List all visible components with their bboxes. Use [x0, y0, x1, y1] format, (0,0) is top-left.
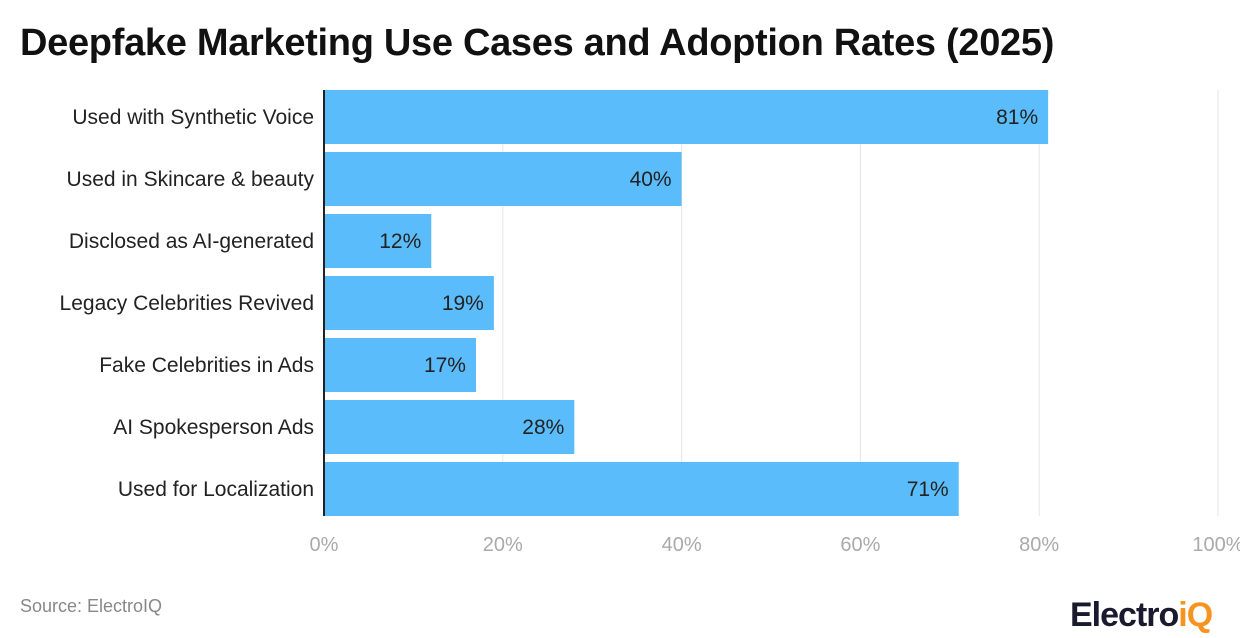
bar: [324, 152, 682, 206]
electroiq-logo: ElectroiQ: [1070, 596, 1213, 634]
chart-title: Deepfake Marketing Use Cases and Adoptio…: [20, 22, 1055, 64]
category-label: Used in Skincare & beauty: [67, 168, 315, 191]
bar: [324, 276, 494, 330]
category-label: Used with Synthetic Voice: [72, 106, 314, 129]
category-label: Fake Celebrities in Ads: [99, 354, 314, 377]
data-label: 17%: [424, 354, 466, 377]
bar: [324, 90, 1049, 144]
source-note: Source: ElectroIQ: [20, 596, 163, 616]
data-label: 12%: [379, 230, 421, 253]
category-label: Used for Localization: [118, 478, 314, 501]
x-tick-label: 20%: [483, 534, 523, 556]
data-label: 81%: [996, 106, 1038, 129]
x-tick-label: 40%: [662, 534, 702, 556]
data-label: 40%: [630, 168, 672, 191]
x-tick-label: 80%: [1019, 534, 1059, 556]
category-label: Disclosed as AI-generated: [69, 230, 314, 253]
bar: [324, 400, 575, 454]
data-label: 19%: [442, 292, 484, 315]
data-label: 71%: [907, 478, 949, 501]
x-tick-label: 60%: [840, 534, 880, 556]
x-tick-label: 0%: [310, 534, 339, 556]
bar: [324, 214, 432, 268]
bar: [324, 338, 476, 392]
category-label: Legacy Celebrities Revived: [60, 292, 314, 315]
category-label: AI Spokesperson Ads: [113, 416, 314, 439]
data-label: 28%: [522, 416, 564, 439]
x-tick-label: 100%: [1192, 534, 1240, 556]
bar: [324, 462, 959, 516]
